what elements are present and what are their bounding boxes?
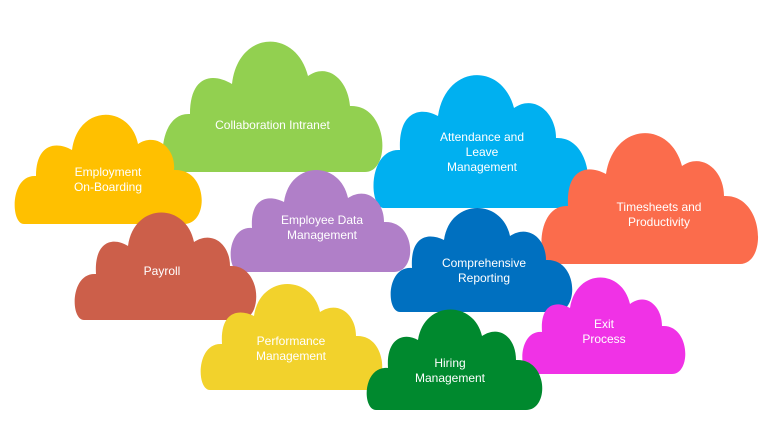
cloud-shape [522,277,686,374]
cloud-shape [14,114,202,224]
cloud-attendance-leave[interactable]: Attendance and Leave Management [372,72,590,209]
cloud-label: Timesheets and Productivity [616,200,702,229]
cloud-label: Attendance and Leave Management [439,130,525,174]
cloud-label: Exit Process [582,317,626,346]
cloud-shape [200,283,383,390]
cloud-timesheets-productivity[interactable]: Timesheets and Productivity [540,130,762,264]
cloud-payroll[interactable]: Payroll [74,210,257,320]
cloud-shape [541,133,759,264]
cloud-employment-onboarding[interactable]: Employment On-Boarding [14,112,202,224]
cloud-shape [366,309,543,410]
cloud-collaboration-intranet[interactable]: Collaboration Intranet [160,38,385,173]
cloud-shape [390,207,573,312]
cloud-performance-management[interactable]: Performance Management [200,282,383,390]
cloud-label: Employee Data Management [280,213,364,242]
cloud-hiring-management[interactable]: Hiring Management [366,308,543,410]
cloud-label: Comprehensive Reporting [441,256,527,285]
cloud-shape [230,169,411,272]
cloud-shape [162,41,383,173]
cloud-label: Hiring Management [414,356,486,385]
cloud-label: Performance Management [255,334,327,363]
cloud-label: Employment On-Boarding [73,165,143,194]
cloud-label: Payroll [143,264,181,278]
cloud-shape [74,212,257,320]
cloud-comprehensive-reporting[interactable]: Comprehensive Reporting [390,206,573,312]
cloud-exit-process[interactable]: Exit Process [522,276,686,374]
cloud-label: Collaboration Intranet [215,118,330,132]
cloud-employee-data[interactable]: Employee Data Management [230,168,411,272]
cloud-shape [373,75,589,209]
